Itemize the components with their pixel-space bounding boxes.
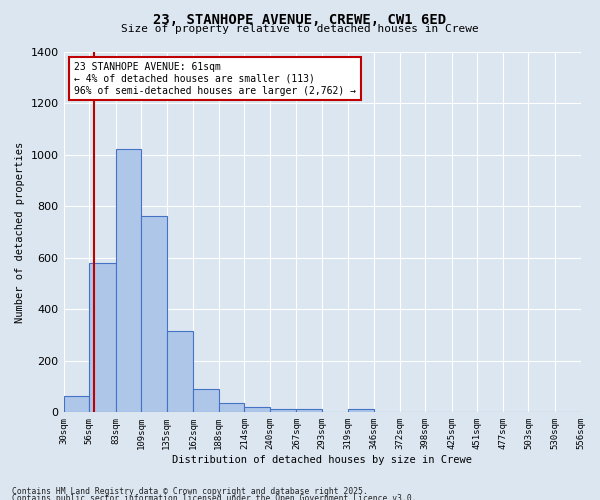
Y-axis label: Number of detached properties: Number of detached properties: [15, 142, 25, 322]
Bar: [347, 409, 374, 412]
Bar: [64, 396, 89, 412]
Bar: [167, 331, 193, 412]
Bar: [193, 389, 219, 412]
Bar: [270, 408, 296, 412]
Bar: [296, 409, 322, 412]
Text: 23 STANHOPE AVENUE: 61sqm
← 4% of detached houses are smaller (113)
96% of semi-: 23 STANHOPE AVENUE: 61sqm ← 4% of detach…: [74, 62, 356, 96]
Text: Contains public sector information licensed under the Open Government Licence v3: Contains public sector information licen…: [12, 494, 416, 500]
Text: Size of property relative to detached houses in Crewe: Size of property relative to detached ho…: [121, 24, 479, 34]
Bar: [89, 263, 116, 412]
X-axis label: Distribution of detached houses by size in Crewe: Distribution of detached houses by size …: [172, 455, 472, 465]
Bar: [244, 406, 270, 412]
Bar: [141, 216, 167, 412]
Bar: [219, 402, 244, 412]
Text: 23, STANHOPE AVENUE, CREWE, CW1 6ED: 23, STANHOPE AVENUE, CREWE, CW1 6ED: [154, 12, 446, 26]
Text: Contains HM Land Registry data © Crown copyright and database right 2025.: Contains HM Land Registry data © Crown c…: [12, 487, 368, 496]
Bar: [116, 150, 141, 412]
